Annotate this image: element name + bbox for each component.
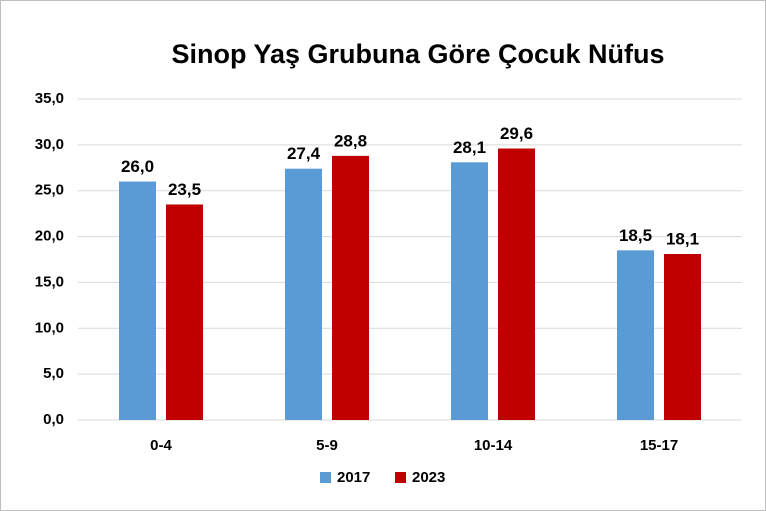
y-tick-label: 5,0 <box>43 365 64 382</box>
x-tick-label: 15-17 <box>640 437 678 454</box>
legend-swatch <box>320 472 331 483</box>
x-tick-label: 10-14 <box>474 437 513 454</box>
legend-swatch <box>395 472 406 483</box>
data-label: 28,8 <box>334 131 367 150</box>
y-tick-label: 15,0 <box>35 273 64 290</box>
data-label: 28,1 <box>453 138 486 157</box>
y-tick-label: 10,0 <box>35 319 64 336</box>
x-tick-label: 5-9 <box>316 437 338 454</box>
bar <box>285 168 322 420</box>
bar <box>119 181 156 420</box>
y-tick-label: 25,0 <box>35 182 64 199</box>
bar <box>166 204 203 420</box>
y-tick-label: 0,0 <box>43 411 64 428</box>
data-label: 29,6 <box>500 124 533 143</box>
bar <box>664 253 701 420</box>
x-tick-label: 0-4 <box>150 437 172 454</box>
y-tick-label: 35,0 <box>35 90 64 107</box>
data-label: 26,0 <box>121 157 154 176</box>
data-label: 18,1 <box>666 229 699 248</box>
data-label: 18,5 <box>619 226 652 245</box>
y-tick-label: 30,0 <box>35 136 64 153</box>
y-tick-label: 20,0 <box>35 228 64 245</box>
bar <box>498 148 535 421</box>
legend-label: 2023 <box>412 469 445 486</box>
bar <box>617 250 654 420</box>
chart-title: Sinop Yaş Grubuna Göre Çocuk Nüfus <box>171 39 664 69</box>
data-label: 27,4 <box>287 144 321 163</box>
legend-label: 2017 <box>337 469 370 486</box>
data-label: 23,5 <box>168 180 201 199</box>
bar <box>332 155 369 420</box>
bar <box>451 162 488 421</box>
